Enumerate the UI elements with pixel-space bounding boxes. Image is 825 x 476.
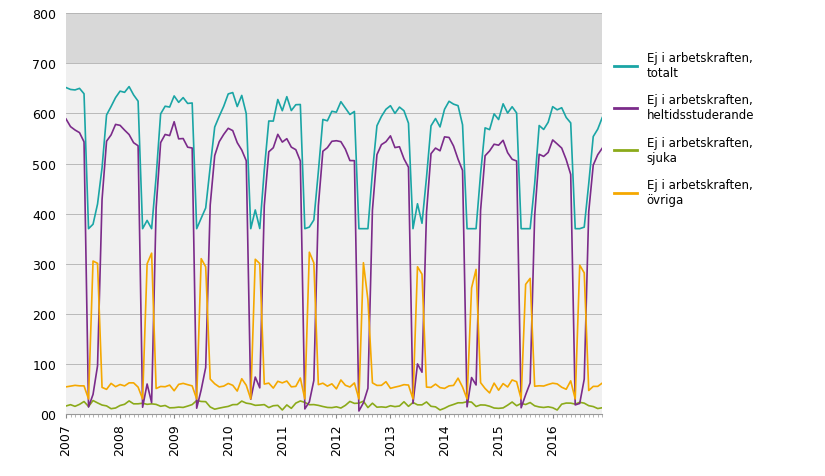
Legend: Ej i arbetskraften,
totalt, Ej i arbetskraften,
heltidsstuderande, Ej i arbetskr: Ej i arbetskraften, totalt, Ej i arbetsk… (614, 52, 754, 206)
Bar (66, 14, 602, 64)
